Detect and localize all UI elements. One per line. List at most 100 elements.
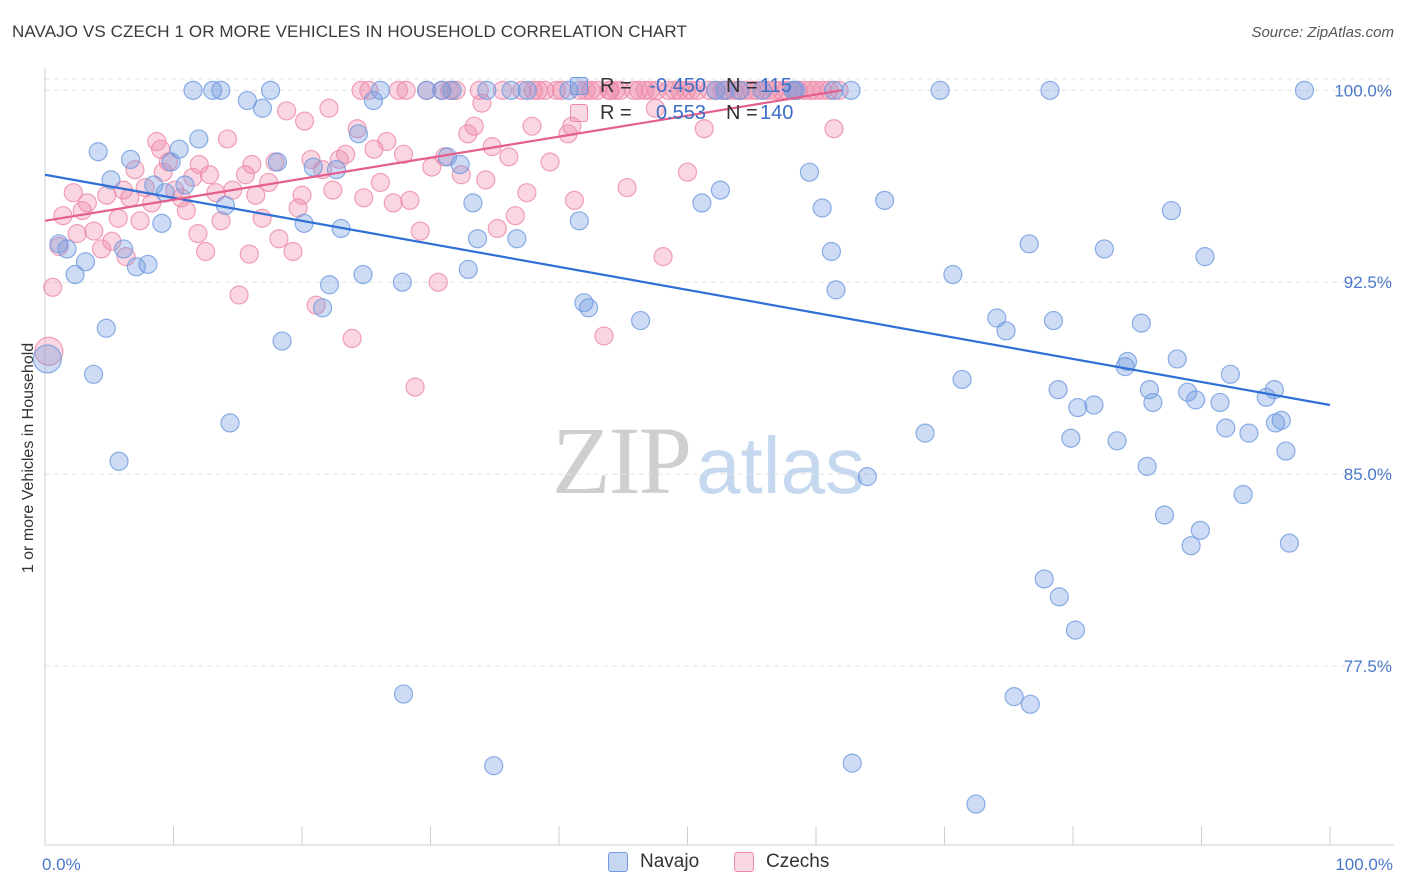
navajo-point — [996, 321, 1016, 341]
czechs-point — [336, 144, 356, 164]
czechs-point — [342, 328, 362, 349]
czechs-point — [824, 119, 844, 139]
czechs-point — [499, 147, 519, 167]
r-value: -0.450 — [649, 74, 706, 97]
navajo-point — [1239, 423, 1259, 443]
czechs-point — [446, 80, 466, 100]
navajo-point — [353, 264, 373, 285]
navajo-point — [1065, 620, 1086, 640]
czechs-point — [153, 162, 173, 182]
navajo-point — [1279, 533, 1299, 553]
navajo-point — [237, 90, 257, 111]
legend-label-navajo: Navajo — [640, 851, 700, 872]
navajo-point — [189, 129, 209, 149]
navajo-point — [312, 298, 333, 318]
navajo-point — [392, 272, 412, 292]
czechs-point — [67, 224, 87, 244]
navajo-point — [272, 331, 292, 351]
y-tick-label: 77.5% — [1344, 657, 1392, 676]
tick-labels: 100.0% 92.5% 85.0% 77.5% 0.0% 100.0% — [42, 81, 1393, 874]
navajo-point — [363, 90, 384, 111]
czechs-point — [176, 200, 196, 221]
czechs-point — [600, 80, 621, 100]
czechs-point — [594, 326, 614, 346]
navajo-point — [1216, 418, 1236, 438]
czechs-point — [517, 183, 537, 203]
czechs-point — [464, 116, 484, 136]
navajo-point — [120, 149, 141, 170]
czechs-point — [211, 211, 231, 231]
navajo-point — [1139, 380, 1160, 400]
navajo-point — [1004, 687, 1024, 707]
navajo-point — [943, 264, 963, 285]
navajo-point — [875, 190, 895, 210]
correlation-legend: R = -0.450 N = 115 R = 0.553 N = 140 — [560, 70, 830, 128]
czechs-point — [676, 80, 696, 100]
czechs-point — [428, 272, 448, 292]
navajo-point — [114, 239, 134, 259]
x-tick-label-min: 0.0% — [42, 855, 81, 874]
navajo-point — [463, 193, 483, 213]
navajo-point — [88, 142, 108, 162]
navajo-point — [138, 254, 158, 274]
czechs-point — [102, 231, 122, 251]
czechs-point — [359, 80, 379, 100]
navajo-point — [393, 684, 414, 704]
navajo-point — [203, 80, 223, 100]
czechs-point — [393, 144, 414, 164]
navajo-point — [1034, 569, 1054, 589]
czechs-swatch — [734, 852, 754, 872]
navajo-point — [101, 170, 121, 190]
legend-row-navajo: R = -0.450 N = 115 — [570, 74, 792, 98]
czechs-point — [323, 180, 343, 200]
r-label: R = — [600, 74, 632, 97]
czechs-point — [108, 208, 128, 228]
czechs-point — [523, 80, 543, 100]
legend-item-czechs[interactable]: Czechs — [734, 851, 829, 873]
czechs-point — [235, 165, 256, 185]
n-value: 140 — [760, 101, 794, 124]
navajo-point — [842, 753, 862, 773]
navajo-point — [915, 423, 935, 443]
navajo-point — [152, 213, 172, 233]
navajo-point — [857, 467, 877, 487]
czechs-point — [125, 160, 145, 180]
czechs-point — [487, 218, 507, 239]
navajo-point — [930, 80, 950, 100]
navajo-point — [821, 241, 842, 262]
navajo-swatch — [608, 852, 628, 872]
czechs-point — [564, 190, 585, 210]
navajo-point — [442, 80, 462, 100]
trend-lines — [44, 89, 1331, 407]
czechs-point — [77, 193, 98, 213]
czechs-point — [239, 244, 259, 264]
navajo-point — [1117, 351, 1138, 372]
navajo-point — [799, 162, 820, 182]
navajo-point — [1107, 431, 1127, 451]
czechs-point — [199, 165, 220, 185]
navajo-point — [692, 193, 712, 213]
navajo-point — [507, 229, 527, 249]
navajo-point — [1131, 313, 1151, 333]
czechs-point — [196, 241, 216, 262]
navajo-point — [1271, 410, 1291, 430]
navajo-point — [826, 280, 846, 300]
navajo-point — [1186, 390, 1206, 410]
legend-item-navajo[interactable]: Navajo — [608, 851, 699, 873]
navajo-point — [267, 152, 288, 172]
navajo-point — [1048, 380, 1068, 400]
navajo-swatch — [570, 77, 588, 95]
czechs-point — [84, 221, 104, 241]
navajo-point — [1040, 80, 1060, 100]
navajo-point — [252, 98, 273, 118]
navajo-point — [824, 80, 844, 100]
navajo-point — [477, 80, 497, 100]
r-label: R = — [600, 101, 632, 124]
czechs-point — [617, 177, 637, 198]
czechs-point — [623, 80, 644, 100]
navajo-point — [1167, 349, 1187, 369]
navajo-point — [370, 80, 390, 100]
czechs-point — [512, 80, 532, 100]
axes — [44, 68, 1394, 846]
